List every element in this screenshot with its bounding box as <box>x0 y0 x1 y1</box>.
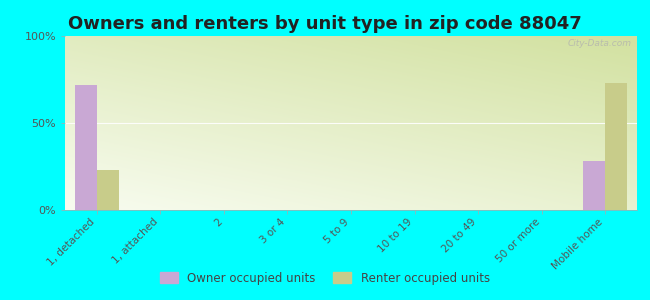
Bar <box>583 161 605 210</box>
Bar <box>75 85 97 210</box>
Bar <box>605 83 627 210</box>
Bar <box>97 170 119 210</box>
Legend: Owner occupied units, Renter occupied units: Owner occupied units, Renter occupied un… <box>157 268 493 288</box>
Text: City-Data.com: City-Data.com <box>567 40 631 49</box>
Text: Owners and renters by unit type in zip code 88047: Owners and renters by unit type in zip c… <box>68 15 582 33</box>
